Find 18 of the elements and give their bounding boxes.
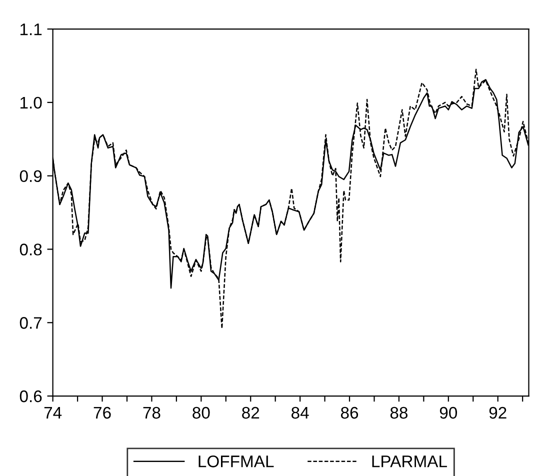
x-tick-label: 88 [390,406,408,419]
x-tick-label: 92 [489,406,506,419]
y-tick-label: 1.1 [20,24,42,36]
y-tick-label: 0.9 [20,170,42,182]
y-tick-label: 0.8 [20,244,42,256]
x-tick-label: 82 [242,406,260,419]
y-tick-label: 1.0 [20,96,42,109]
legend-label: LOFFMAL [198,456,274,468]
y-tick-label: 0.7 [20,317,42,329]
x-tick-label: 80 [192,406,210,419]
x-tick-label: 74 [44,407,62,419]
x-tick-label: 90 [440,406,458,419]
x-tick-label: 76 [94,406,111,419]
legend-label: LPARMAL [372,456,447,468]
y-tick-label: 0.6 [20,390,42,402]
x-tick-label: 86 [340,406,358,419]
x-tick-label: 78 [143,406,160,419]
x-tick-label: 84 [292,406,309,419]
